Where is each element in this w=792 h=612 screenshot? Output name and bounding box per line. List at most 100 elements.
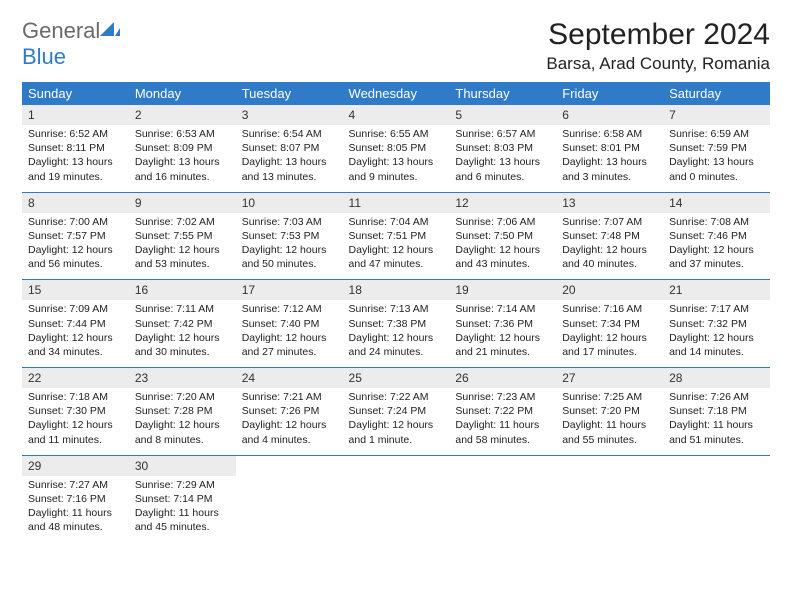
- day-number-cell: 24: [236, 368, 343, 388]
- daylight-line2: and 50 minutes.: [242, 257, 337, 271]
- day-detail-cell: Sunrise: 7:21 AMSunset: 7:26 PMDaylight:…: [236, 388, 343, 455]
- day-detail-cell: Sunrise: 7:07 AMSunset: 7:48 PMDaylight:…: [556, 213, 663, 280]
- sunset-text: Sunset: 7:55 PM: [135, 229, 230, 243]
- day-number-cell: 29: [22, 456, 129, 476]
- sunrise-text: Sunrise: 7:09 AM: [28, 302, 123, 316]
- sunset-text: Sunset: 7:42 PM: [135, 317, 230, 331]
- logo-sail-icon: [100, 22, 120, 38]
- day-number-cell: [236, 456, 343, 476]
- sunrise-text: Sunrise: 7:03 AM: [242, 215, 337, 229]
- sunrise-text: Sunrise: 7:16 AM: [562, 302, 657, 316]
- sunrise-text: Sunrise: 7:29 AM: [135, 478, 230, 492]
- logo-text: General Blue: [22, 18, 120, 70]
- sunset-text: Sunset: 7:22 PM: [455, 404, 550, 418]
- sunset-text: Sunset: 7:36 PM: [455, 317, 550, 331]
- daylight-line1: Daylight: 13 hours: [562, 155, 657, 169]
- day-detail-cell: Sunrise: 7:11 AMSunset: 7:42 PMDaylight:…: [129, 300, 236, 367]
- sunrise-text: Sunrise: 6:55 AM: [349, 127, 444, 141]
- sunrise-text: Sunrise: 6:57 AM: [455, 127, 550, 141]
- day-detail-cell: [449, 476, 556, 543]
- sunrise-text: Sunrise: 6:59 AM: [669, 127, 764, 141]
- title-block: September 2024 Barsa, Arad County, Roman…: [546, 18, 770, 74]
- sunset-text: Sunset: 7:38 PM: [349, 317, 444, 331]
- sunset-text: Sunset: 7:26 PM: [242, 404, 337, 418]
- sunset-text: Sunset: 8:05 PM: [349, 141, 444, 155]
- location: Barsa, Arad County, Romania: [546, 54, 770, 74]
- day-number-cell: 1: [22, 105, 129, 125]
- day-number-cell: 16: [129, 280, 236, 300]
- logo-part2: Blue: [22, 44, 66, 69]
- day-number-cell: 4: [343, 105, 450, 125]
- sunrise-text: Sunrise: 7:14 AM: [455, 302, 550, 316]
- sunset-text: Sunset: 7:57 PM: [28, 229, 123, 243]
- daylight-line1: Daylight: 12 hours: [562, 243, 657, 257]
- day-number-cell: 2: [129, 105, 236, 125]
- daynum-row: 2930: [22, 456, 770, 476]
- daylight-line1: Daylight: 12 hours: [28, 331, 123, 345]
- sunrise-text: Sunrise: 7:08 AM: [669, 215, 764, 229]
- sunrise-text: Sunrise: 7:25 AM: [562, 390, 657, 404]
- sunrise-text: Sunrise: 7:02 AM: [135, 215, 230, 229]
- day-number-cell: [343, 456, 450, 476]
- day-detail-cell: Sunrise: 7:17 AMSunset: 7:32 PMDaylight:…: [663, 300, 770, 367]
- daylight-line2: and 6 minutes.: [455, 170, 550, 184]
- day-number-cell: 28: [663, 368, 770, 388]
- sunset-text: Sunset: 7:34 PM: [562, 317, 657, 331]
- day-number-cell: [449, 456, 556, 476]
- daylight-line2: and 43 minutes.: [455, 257, 550, 271]
- detail-row: Sunrise: 7:27 AMSunset: 7:16 PMDaylight:…: [22, 476, 770, 543]
- daylight-line2: and 47 minutes.: [349, 257, 444, 271]
- daylight-line2: and 24 minutes.: [349, 345, 444, 359]
- day-number-cell: 27: [556, 368, 663, 388]
- day-detail-cell: [343, 476, 450, 543]
- sunset-text: Sunset: 8:03 PM: [455, 141, 550, 155]
- daylight-line1: Daylight: 12 hours: [669, 331, 764, 345]
- sunrise-text: Sunrise: 6:54 AM: [242, 127, 337, 141]
- daylight-line1: Daylight: 12 hours: [135, 331, 230, 345]
- sunset-text: Sunset: 7:44 PM: [28, 317, 123, 331]
- day-detail-cell: Sunrise: 6:54 AMSunset: 8:07 PMDaylight:…: [236, 125, 343, 192]
- detail-row: Sunrise: 7:18 AMSunset: 7:30 PMDaylight:…: [22, 388, 770, 455]
- day-detail-cell: Sunrise: 7:03 AMSunset: 7:53 PMDaylight:…: [236, 213, 343, 280]
- daylight-line2: and 30 minutes.: [135, 345, 230, 359]
- sunrise-text: Sunrise: 7:17 AM: [669, 302, 764, 316]
- day-number-cell: 23: [129, 368, 236, 388]
- daylight-line1: Daylight: 12 hours: [135, 418, 230, 432]
- day-detail-cell: Sunrise: 7:25 AMSunset: 7:20 PMDaylight:…: [556, 388, 663, 455]
- header: General Blue September 2024 Barsa, Arad …: [22, 18, 770, 74]
- daylight-line1: Daylight: 12 hours: [28, 418, 123, 432]
- daylight-line1: Daylight: 13 hours: [242, 155, 337, 169]
- daylight-line2: and 14 minutes.: [669, 345, 764, 359]
- daylight-line1: Daylight: 12 hours: [242, 418, 337, 432]
- calendar-table: Sunday Monday Tuesday Wednesday Thursday…: [22, 82, 770, 542]
- daylight-line1: Daylight: 12 hours: [242, 243, 337, 257]
- daynum-row: 891011121314: [22, 193, 770, 213]
- month-title: September 2024: [546, 18, 770, 52]
- sunrise-text: Sunrise: 6:53 AM: [135, 127, 230, 141]
- day-number-cell: 20: [556, 280, 663, 300]
- day-number-cell: 8: [22, 193, 129, 213]
- daylight-line2: and 13 minutes.: [242, 170, 337, 184]
- daylight-line2: and 16 minutes.: [135, 170, 230, 184]
- daylight-line2: and 9 minutes.: [349, 170, 444, 184]
- day-detail-cell: Sunrise: 6:52 AMSunset: 8:11 PMDaylight:…: [22, 125, 129, 192]
- daylight-line1: Daylight: 13 hours: [669, 155, 764, 169]
- day-number-cell: 11: [343, 193, 450, 213]
- daylight-line2: and 53 minutes.: [135, 257, 230, 271]
- sunset-text: Sunset: 7:16 PM: [28, 492, 123, 506]
- sunrise-text: Sunrise: 7:20 AM: [135, 390, 230, 404]
- weekday-tuesday: Tuesday: [236, 82, 343, 105]
- day-number-cell: 30: [129, 456, 236, 476]
- sunrise-text: Sunrise: 7:11 AM: [135, 302, 230, 316]
- day-number-cell: 7: [663, 105, 770, 125]
- daylight-line2: and 40 minutes.: [562, 257, 657, 271]
- sunrise-text: Sunrise: 7:13 AM: [349, 302, 444, 316]
- sunrise-text: Sunrise: 7:00 AM: [28, 215, 123, 229]
- daylight-line1: Daylight: 12 hours: [455, 331, 550, 345]
- daylight-line2: and 45 minutes.: [135, 520, 230, 534]
- day-number-cell: 21: [663, 280, 770, 300]
- day-detail-cell: Sunrise: 7:09 AMSunset: 7:44 PMDaylight:…: [22, 300, 129, 367]
- day-detail-cell: Sunrise: 7:06 AMSunset: 7:50 PMDaylight:…: [449, 213, 556, 280]
- daylight-line1: Daylight: 12 hours: [28, 243, 123, 257]
- day-detail-cell: [236, 476, 343, 543]
